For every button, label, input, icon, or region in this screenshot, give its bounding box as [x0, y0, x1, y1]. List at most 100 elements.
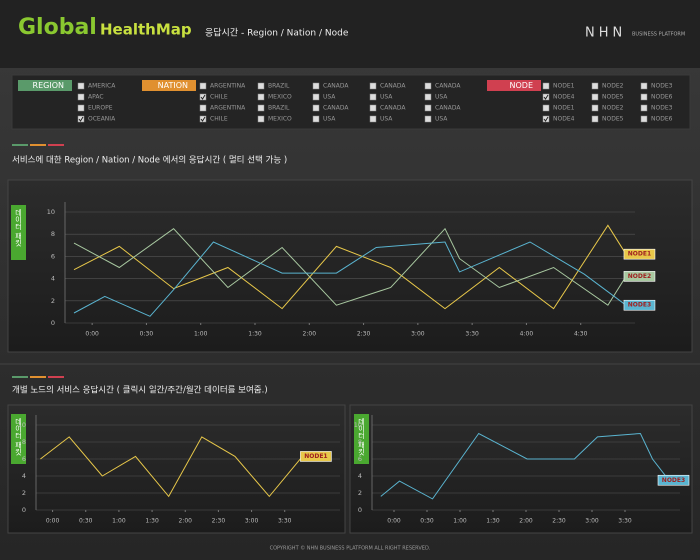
filter-option[interactable]: CANADA	[323, 105, 349, 112]
filter-option[interactable]: NODE5	[602, 94, 624, 101]
filter-option[interactable]: USA	[435, 116, 448, 123]
checkbox[interactable]	[257, 115, 265, 123]
chart-panel	[7, 179, 693, 353]
checkbox[interactable]	[312, 93, 320, 101]
checkbox[interactable]	[369, 93, 377, 101]
checkbox[interactable]	[640, 93, 648, 101]
checkbox[interactable]	[77, 82, 85, 90]
legend-box[interactable]	[623, 299, 656, 311]
checkbox[interactable]	[591, 82, 599, 90]
filter-option[interactable]: USA	[380, 94, 393, 101]
filter-option[interactable]: BRAZIL	[268, 83, 290, 90]
filter-option[interactable]: USA	[323, 116, 336, 123]
filter-option[interactable]: NODE3	[651, 83, 673, 90]
legend-label[interactable]: NODE3	[628, 302, 651, 309]
checkbox[interactable]	[640, 115, 648, 123]
y-tick-label: 0	[51, 319, 55, 327]
checkbox[interactable]	[640, 104, 648, 112]
filter-option[interactable]: NODE1	[553, 83, 575, 90]
checkbox[interactable]	[591, 115, 599, 123]
x-tick-label: 3:00	[245, 518, 259, 525]
filter-option[interactable]: CANADA	[435, 83, 461, 90]
filter-option[interactable]: MEXICO	[268, 94, 292, 101]
filter-option[interactable]: EUROPE	[88, 105, 113, 112]
filter-option[interactable]: USA	[435, 94, 448, 101]
checkbox[interactable]	[199, 93, 207, 101]
series-line	[73, 227, 627, 306]
checkbox[interactable]	[312, 115, 320, 123]
checkbox[interactable]	[77, 115, 85, 123]
legend-label[interactable]: NODE3	[662, 477, 685, 484]
checkbox[interactable]	[77, 104, 85, 112]
checkbox[interactable]	[257, 104, 265, 112]
checkbox[interactable]	[424, 93, 432, 101]
x-tick-label: 2:00	[178, 518, 192, 525]
checkbox[interactable]	[369, 115, 377, 123]
checkbox[interactable]	[424, 104, 432, 112]
checkbox[interactable]	[640, 82, 648, 90]
checkbox[interactable]	[369, 82, 377, 90]
checkbox[interactable]	[199, 82, 207, 90]
filter-option[interactable]: NODE4	[553, 116, 575, 123]
legend-label[interactable]: NODE1	[304, 453, 327, 460]
checkbox[interactable]	[424, 82, 432, 90]
filter-option[interactable]: CANADA	[380, 105, 406, 112]
x-tick-label: 0:00	[46, 518, 60, 525]
checkbox[interactable]	[312, 104, 320, 112]
checkbox[interactable]	[199, 104, 207, 112]
filter-option[interactable]: USA	[323, 94, 336, 101]
checkbox[interactable]	[312, 82, 320, 90]
filter-option[interactable]: NODE2	[602, 105, 624, 112]
filter-option[interactable]: ARGENTINA	[210, 83, 246, 90]
legend-box[interactable]	[657, 474, 690, 486]
filter-option[interactable]: NODE4	[553, 94, 575, 101]
checkmark	[543, 116, 549, 122]
x-tick-label: 3:30	[465, 331, 479, 338]
checkbox[interactable]	[542, 115, 550, 123]
filter-option[interactable]: AMERICA	[88, 83, 116, 90]
filter-option[interactable]: CANADA	[380, 83, 406, 90]
filter-option[interactable]: BRAZIL	[268, 105, 290, 112]
filter-option[interactable]: ARGENTINA	[210, 105, 246, 112]
y-tick-label: 6	[51, 252, 55, 260]
y-tick-label: 10	[18, 421, 26, 429]
checkbox[interactable]	[542, 104, 550, 112]
filter-option[interactable]: NODE6	[651, 94, 673, 101]
filter-option[interactable]: CANADA	[435, 105, 461, 112]
checkbox[interactable]	[542, 93, 550, 101]
logo: Global	[18, 15, 97, 40]
legend-box[interactable]	[623, 248, 656, 260]
x-tick-label: 2:30	[552, 518, 566, 525]
y-tick-label: 2	[51, 297, 55, 305]
filter-option[interactable]: NODE2	[602, 83, 624, 90]
legend-box[interactable]	[623, 271, 656, 282]
filter-option[interactable]: NODE5	[602, 116, 624, 123]
checkbox[interactable]	[257, 82, 265, 90]
filter-option[interactable]: CHILE	[210, 94, 228, 101]
filter-option[interactable]: OCEANIA	[88, 116, 116, 123]
filter-option[interactable]: MEXICO	[268, 116, 292, 123]
filter-option[interactable]: NODE6	[651, 116, 673, 123]
filter-option[interactable]: APAC	[88, 94, 104, 101]
filter-option[interactable]: NODE1	[553, 105, 575, 112]
filter-option[interactable]: CHILE	[210, 116, 228, 123]
checkmark	[543, 94, 549, 100]
filter-option[interactable]: NODE3	[651, 105, 673, 112]
y-axis-label: 데이터 패킷	[358, 418, 366, 456]
checkbox[interactable]	[542, 82, 550, 90]
x-tick-label: 1:00	[453, 518, 467, 525]
legend-box[interactable]	[300, 451, 332, 462]
checkbox[interactable]	[199, 115, 207, 123]
legend-label[interactable]: NODE2	[628, 273, 651, 280]
filter-option[interactable]: USA	[380, 116, 393, 123]
x-tick-label: 2:30	[212, 518, 226, 525]
checkbox[interactable]	[257, 93, 265, 101]
filter-option[interactable]: CANADA	[323, 83, 349, 90]
filter-label: NODE	[510, 81, 534, 90]
checkbox[interactable]	[424, 115, 432, 123]
checkbox[interactable]	[369, 104, 377, 112]
legend-label[interactable]: NODE1	[628, 251, 651, 258]
checkbox[interactable]	[591, 104, 599, 112]
checkbox[interactable]	[77, 93, 85, 101]
checkbox[interactable]	[591, 93, 599, 101]
